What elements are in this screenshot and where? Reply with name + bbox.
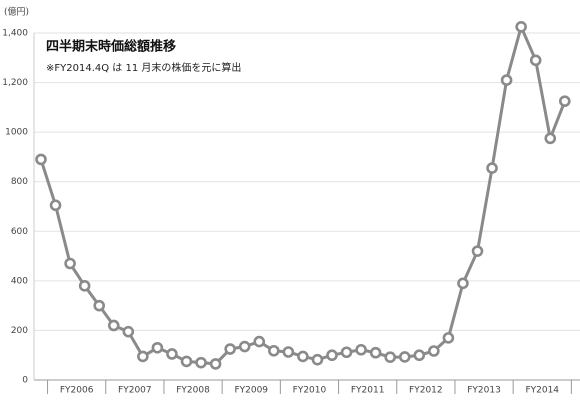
point	[107, 319, 120, 332]
point	[64, 257, 76, 270]
point	[355, 343, 367, 356]
y-unit: (億円)	[4, 6, 29, 18]
point	[282, 346, 295, 358]
point	[224, 343, 236, 355]
point	[398, 351, 411, 363]
point	[369, 346, 382, 359]
point	[486, 162, 498, 174]
y-tick-label: 400	[11, 276, 28, 286]
chart-subtitle: ※FY2014.4Q は 11 月末の株価を元に算出	[46, 61, 241, 74]
point	[253, 335, 266, 348]
point	[413, 349, 426, 362]
point	[297, 350, 309, 363]
point	[151, 341, 164, 354]
y-tick-label: 1,200	[2, 78, 28, 88]
point	[384, 351, 397, 363]
point	[442, 332, 455, 344]
point	[326, 349, 338, 362]
point	[49, 199, 62, 212]
point	[166, 348, 178, 360]
chart-title: 四半期末時価総額推移	[46, 39, 176, 55]
point	[515, 21, 527, 33]
point	[428, 345, 440, 357]
x-group-label: FY2014	[525, 386, 559, 396]
y-tick-label: 0	[22, 376, 28, 386]
point	[500, 74, 513, 86]
x-group-label: FY2009	[234, 386, 268, 396]
point	[137, 350, 149, 363]
y-tick-label: 1000	[5, 128, 28, 138]
point	[180, 355, 193, 368]
x-group-label: FY2010	[293, 386, 327, 396]
point	[471, 245, 484, 257]
series-line	[39, 25, 567, 366]
y-tick-label: 600	[11, 227, 28, 237]
point	[78, 280, 91, 292]
point	[93, 299, 105, 312]
x-group-label: FY2012	[409, 386, 443, 396]
y-tick-label: 200	[11, 326, 28, 336]
x-group-label: FY2006	[60, 386, 94, 396]
point	[122, 325, 135, 338]
point	[457, 277, 469, 290]
point	[558, 95, 571, 107]
x-group-label: FY2011	[351, 386, 385, 396]
point	[529, 54, 542, 67]
point	[209, 358, 222, 370]
x-group-label: FY2007	[118, 386, 152, 396]
y-tick-label: 1,400	[2, 29, 28, 39]
point	[238, 340, 251, 353]
point	[340, 346, 353, 359]
point	[544, 132, 557, 145]
y-tick-label: 800	[11, 177, 28, 187]
point	[311, 353, 324, 366]
point	[267, 344, 280, 357]
x-group-label: FY2008	[176, 386, 210, 396]
point	[35, 153, 47, 166]
point	[195, 356, 207, 369]
x-group-label: FY2013	[467, 386, 501, 396]
